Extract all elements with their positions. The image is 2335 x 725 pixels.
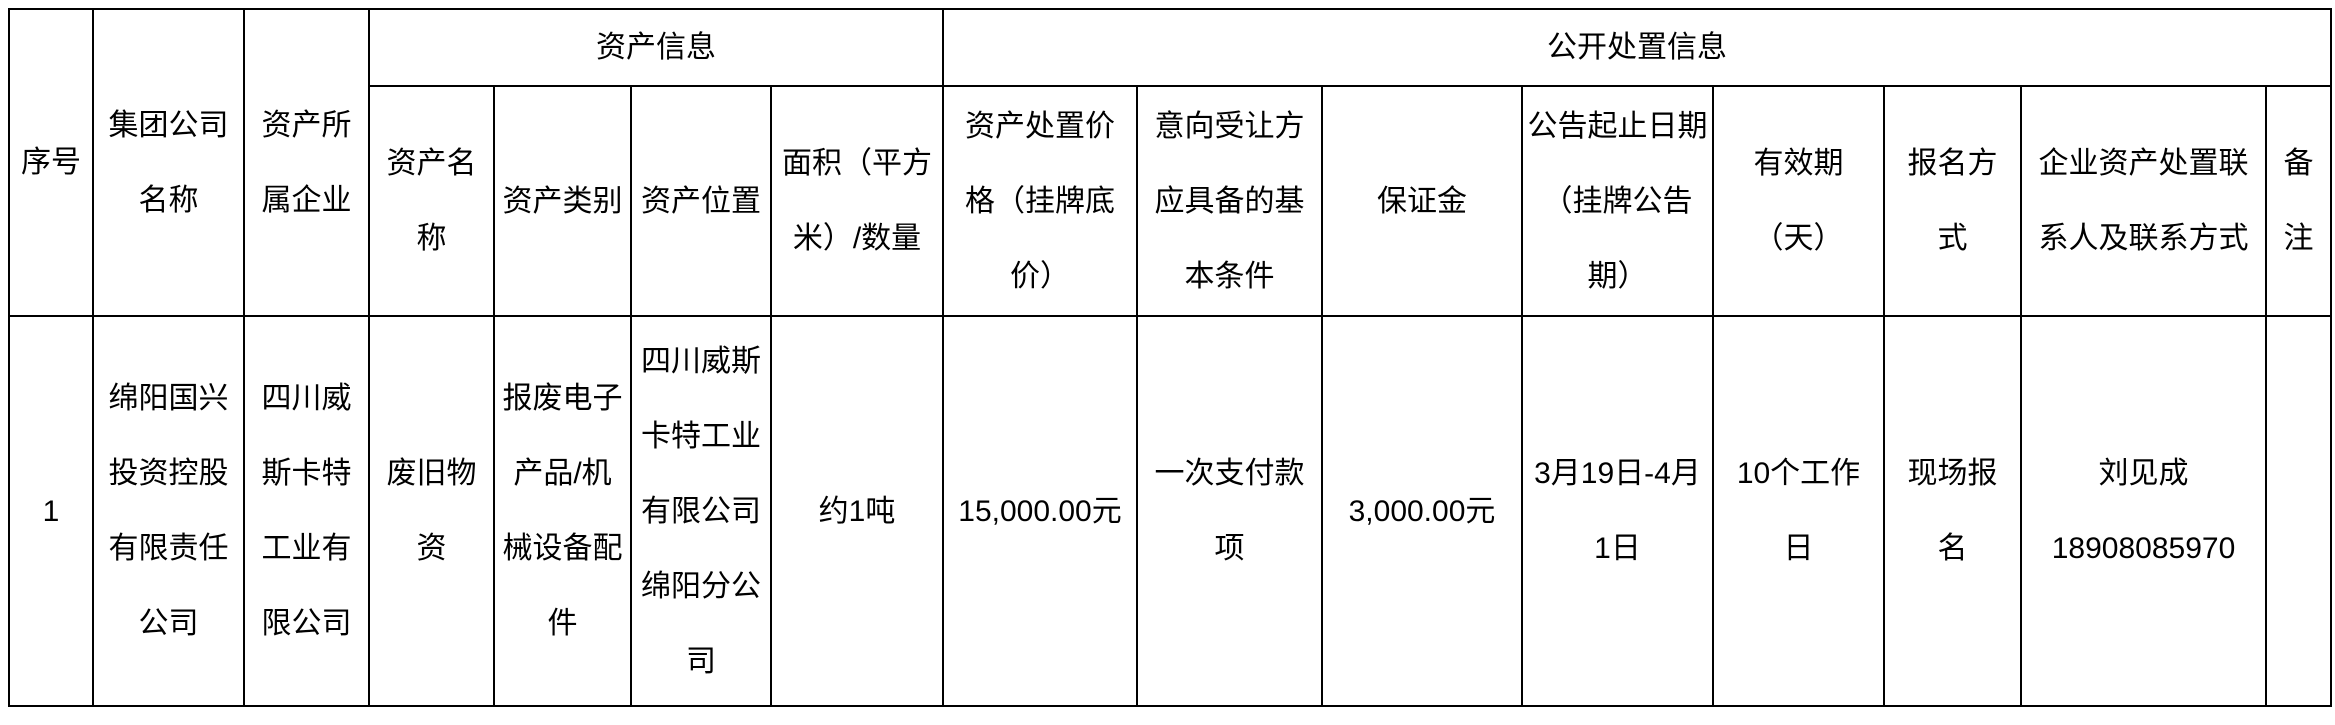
header-asset-category: 资产类别 [493, 85, 632, 317]
header-disposal-price: 资产处置价 格（挂牌底 价） [942, 85, 1138, 317]
cell-announcement-period: 3月19日-4月 1日 [1521, 315, 1714, 707]
cell-group-company-name: 绵阳国兴 投资控股 有限责任 公司 [92, 315, 245, 707]
header-remarks: 备 注 [2265, 85, 2332, 317]
cell-registration-method: 现场报 名 [1883, 315, 2022, 707]
header-row-top: 序号 集团公司 名称 资产所 属企业 资产信息 公开处置信息 [8, 8, 2332, 317]
header-area-quantity: 面积（平方 米）/数量 [770, 85, 944, 317]
header-group-asset-info: 资产信息 [368, 8, 944, 87]
header-transferee-conditions: 意向受让方 应具备的基 本条件 [1136, 85, 1323, 317]
header-serial: 序号 [8, 8, 94, 317]
cell-remarks [2265, 315, 2332, 707]
header-contact: 企业资产处置联 系人及联系方式 [2020, 85, 2267, 317]
header-asset-location: 资产位置 [630, 85, 772, 317]
cell-deposit: 3,000.00元 [1321, 315, 1523, 707]
asset-disposal-table: 序号 集团公司 名称 资产所 属企业 资产信息 公开处置信息 资产名 称 资产类… [8, 8, 2332, 707]
cell-asset-category: 报废电子 产品/机 械设备配 件 [493, 315, 632, 707]
cell-asset-name: 废旧物 资 [368, 315, 495, 707]
cell-asset-owner-enterprise: 四川威 斯卡特 工业有 限公司 [243, 315, 370, 707]
header-asset-owner-enterprise: 资产所 属企业 [243, 8, 370, 317]
header-announcement-period: 公告起止日期 （挂牌公告 期） [1521, 85, 1714, 317]
header-row-sub: 资产名 称 资产类别 资产位置 面积（平方 米）/数量 资产处置价 格（挂牌底 … [9, 85, 2332, 317]
cell-transferee-conditions: 一次支付款 项 [1136, 315, 1323, 707]
header-validity-days: 有效期 （天） [1712, 85, 1885, 317]
cell-asset-location: 四川威斯 卡特工业 有限公司 绵阳分公 司 [630, 315, 772, 707]
header-asset-name: 资产名 称 [368, 85, 495, 317]
header-group-public-disposal-info: 公开处置信息 [942, 8, 2332, 87]
header-group-company-name: 集团公司 名称 [92, 8, 245, 317]
cell-disposal-price: 15,000.00元 [942, 315, 1138, 707]
header-deposit: 保证金 [1321, 85, 1523, 317]
cell-area-quantity: 约1吨 [770, 315, 944, 707]
table-row: 1 绵阳国兴 投资控股 有限责任 公司 四川威 斯卡特 工业有 限公司 废旧物 … [8, 315, 2332, 707]
header-registration-method: 报名方 式 [1883, 85, 2022, 317]
cell-contact: 刘见成 18908085970 [2020, 315, 2267, 707]
cell-serial: 1 [8, 315, 94, 707]
cell-validity-days: 10个工作 日 [1712, 315, 1885, 707]
